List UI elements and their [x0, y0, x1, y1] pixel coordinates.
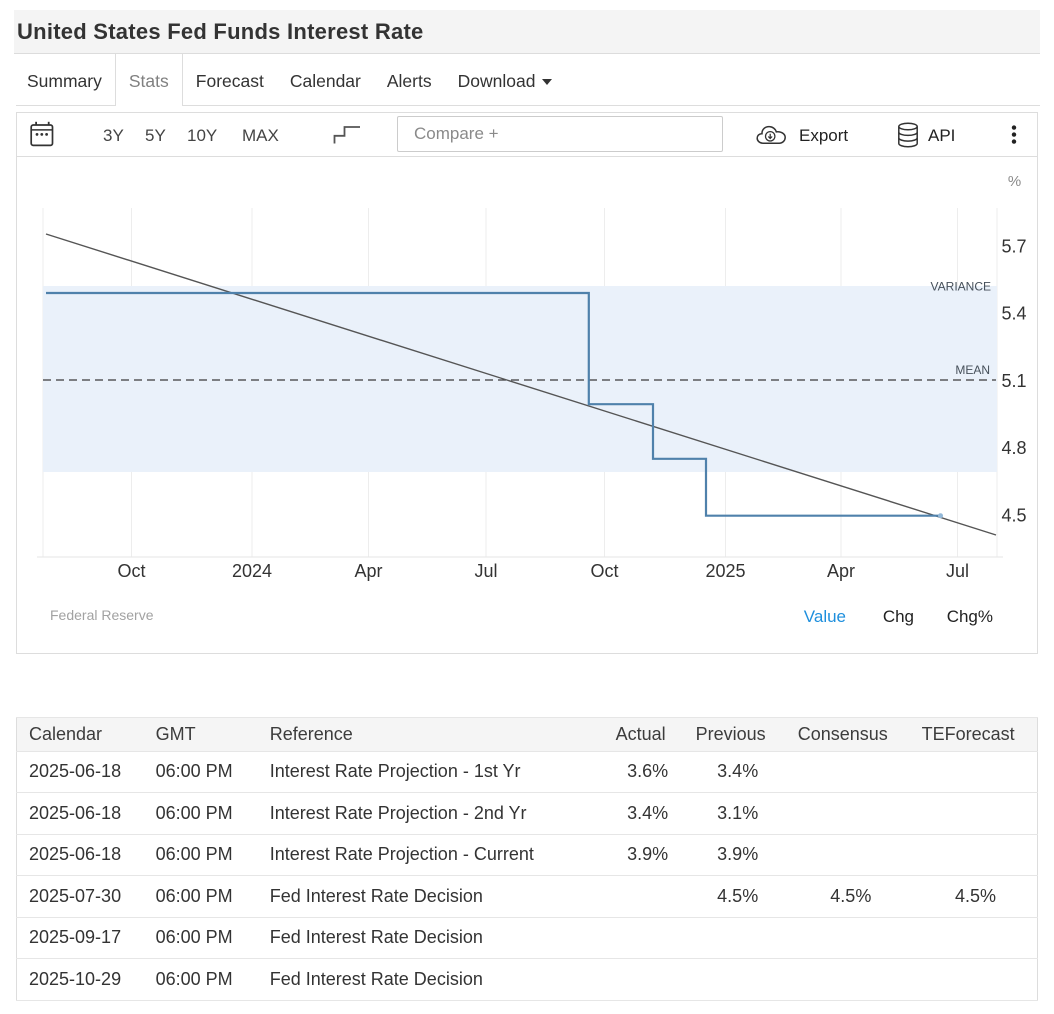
- svg-text:Chg%: Chg%: [947, 607, 993, 626]
- svg-text:Chg: Chg: [883, 607, 914, 626]
- svg-text:%: %: [1008, 173, 1021, 190]
- svg-text:Federal Reserve: Federal Reserve: [50, 607, 154, 623]
- svg-text:Jul: Jul: [474, 561, 497, 581]
- svg-text:2024: 2024: [232, 561, 272, 581]
- svg-text:5.1: 5.1: [1002, 371, 1027, 391]
- svg-text:Oct: Oct: [590, 561, 618, 581]
- svg-text:Apr: Apr: [354, 561, 382, 581]
- svg-text:4.5: 4.5: [1002, 505, 1027, 525]
- svg-text:Value: Value: [804, 607, 846, 626]
- svg-text:5.7: 5.7: [1002, 236, 1027, 256]
- svg-text:Jul: Jul: [946, 561, 969, 581]
- svg-text:2025: 2025: [705, 561, 745, 581]
- svg-text:5.4: 5.4: [1002, 304, 1027, 324]
- svg-text:4.8: 4.8: [1002, 438, 1027, 458]
- svg-text:Oct: Oct: [117, 561, 145, 581]
- svg-text:VARIANCE: VARIANCE: [931, 280, 991, 294]
- svg-text:MEAN: MEAN: [955, 363, 990, 377]
- svg-text:Apr: Apr: [827, 561, 855, 581]
